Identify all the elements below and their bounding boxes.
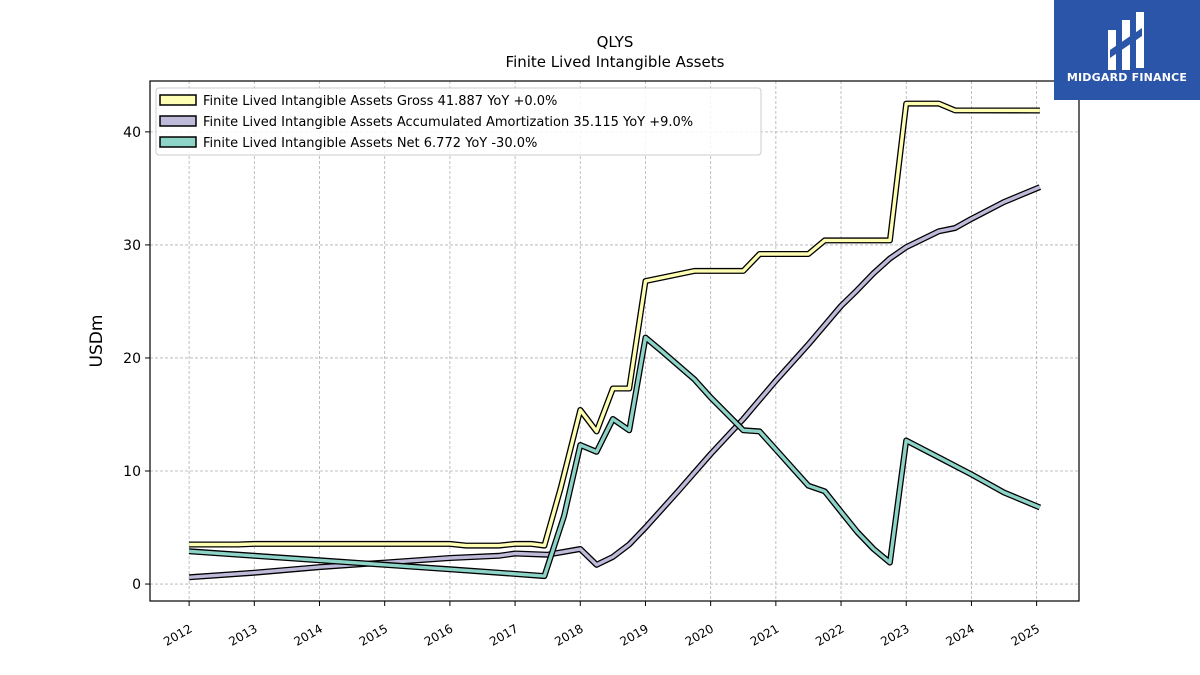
series-line-1 [188,185,1041,579]
series-layer [188,100,1042,581]
x-tick-label: 2023 [878,621,911,648]
x-tick-label: 2022 [813,621,846,648]
x-tick-label: 2024 [943,621,976,648]
x-tick-label: 2019 [618,621,651,648]
x-tick-label: 2018 [552,621,585,648]
brand-mark-icon [1108,12,1144,70]
y-tick-label: 10 [123,464,141,480]
y-axis-label: USDm [87,315,107,368]
legend-swatch-1 [159,115,197,127]
axes: 2012 2013 2014 2015 2016 2017 2018 2019 2020 2021… [123,125,1042,649]
x-tick-label: 2020 [683,621,716,648]
y-tick-label: 0 [132,577,141,593]
x-tick-label: 2014 [292,621,325,648]
y-tick-label: 40 [123,125,141,141]
series-line-2 [188,335,1041,578]
legend-label-2: Finite Lived Intangible Assets Net 6.772… [203,136,537,151]
y-tick-label: 30 [123,238,141,254]
legend-label-1: Finite Lived Intangible Assets Accumulat… [203,115,693,130]
chart-subtitle: Finite Lived Intangible Assets [506,53,725,71]
chart-title: QLYS [597,33,634,51]
brand-name: MIDGARD FINANCE [1066,71,1188,84]
x-tick-label: 2012 [161,621,194,648]
legend-swatch-0 [159,94,197,106]
legend: Finite Lived Intangible Assets Gross 41.… [155,87,762,156]
x-tick-label: 2015 [357,621,390,648]
legend-label-0: Finite Lived Intangible Assets Gross 41.… [203,94,557,109]
brand-logo: MIDGARD FINANCE [1054,0,1200,100]
x-tick-label: 2016 [422,621,455,648]
x-tick-label: 2025 [1009,621,1042,648]
series-outline-0 [189,100,1040,549]
x-tick-label: 2017 [487,621,520,648]
legend-box [155,87,762,156]
series-outline-2 [188,334,1042,580]
y-tick-label: 20 [123,351,141,367]
plot-frame [149,80,1080,602]
series-line-0 [189,101,1040,548]
legend-swatch-2 [159,136,197,148]
x-tick-label: 2013 [226,621,259,648]
x-tick-label: 2021 [748,621,781,648]
grid [150,81,1079,601]
